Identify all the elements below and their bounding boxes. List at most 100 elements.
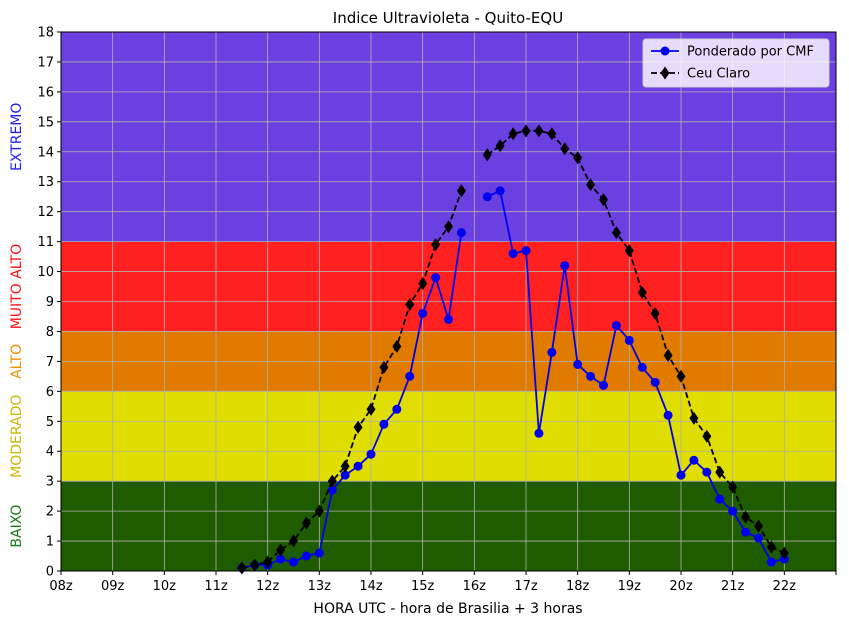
data-point — [676, 470, 686, 480]
data-point — [444, 220, 453, 234]
data-point — [573, 359, 583, 369]
data-point — [263, 555, 273, 569]
data-point — [366, 449, 376, 459]
series-ponderado-por-cmf — [237, 186, 789, 573]
band-label: EXTREMO — [9, 103, 25, 171]
y-tick-label: 11 — [37, 235, 54, 250]
data-point — [521, 246, 531, 256]
data-point — [560, 142, 570, 156]
data-point — [431, 238, 441, 252]
data-point — [495, 139, 505, 153]
legend: Ponderado por CMF Ceu Claro — [642, 38, 830, 88]
y-tick-label: 12 — [37, 205, 54, 220]
data-point — [660, 66, 670, 80]
data-point — [418, 308, 428, 318]
legend-box — [642, 38, 830, 88]
y-tick-label: 6 — [46, 385, 54, 400]
data-point — [660, 46, 670, 56]
chart-title: Indice Ultravioleta - Quito-EQU — [333, 9, 563, 27]
y-tick-label: 13 — [37, 175, 54, 190]
data-point — [250, 558, 260, 572]
x-tick-label: 16z — [463, 579, 487, 594]
band-label: MUITO ALTO — [9, 244, 25, 330]
y-tick-label: 16 — [37, 85, 54, 100]
x-tick-label: 13z — [308, 579, 332, 594]
x-tick-label: 11z — [204, 579, 228, 594]
x-tick-label: 20z — [669, 579, 693, 594]
data-point — [534, 428, 544, 438]
data-point — [418, 277, 428, 291]
data-point — [508, 127, 518, 141]
data-point — [741, 527, 751, 537]
data-point — [637, 286, 647, 300]
data-point — [366, 402, 376, 416]
y-tick-label: 1 — [46, 535, 54, 550]
x-tick-label: 15z — [411, 579, 435, 594]
y-tick-label: 10 — [37, 265, 54, 280]
band-label: BAIXO — [9, 505, 25, 548]
y-tick-label: 8 — [46, 325, 54, 340]
data-point — [327, 485, 337, 495]
data-point — [301, 551, 311, 561]
data-point — [624, 335, 634, 345]
y-tick-label: 5 — [46, 415, 54, 430]
legend-item: Ceu Claro — [651, 66, 750, 82]
data-point — [650, 377, 660, 387]
x-tick-label: 10z — [153, 579, 177, 594]
y-tick-label: 7 — [46, 355, 54, 370]
legend-item: Ponderado por CMF — [651, 45, 814, 60]
y-tick-label: 4 — [46, 445, 54, 460]
data-point — [379, 419, 389, 429]
data-point — [301, 516, 311, 530]
x-tick-label: 14z — [359, 579, 383, 594]
data-point — [586, 178, 596, 192]
data-point — [779, 546, 789, 560]
data-point — [508, 249, 518, 259]
data-point — [573, 151, 583, 165]
data-point — [547, 347, 557, 357]
data-point — [689, 411, 699, 425]
x-tick-label: 18z — [566, 579, 590, 594]
x-tick-label: 19z — [618, 579, 642, 594]
data-point — [599, 193, 608, 207]
x-tick-label: 22z — [773, 579, 797, 594]
data-point — [353, 461, 363, 471]
data-point — [702, 429, 712, 443]
data-point — [456, 228, 466, 238]
series — [237, 124, 789, 575]
x-tick-label: 09z — [101, 579, 125, 594]
x-axis-label: HORA UTC - hora de Brasilia + 3 horas — [313, 601, 582, 617]
data-point — [754, 519, 763, 533]
y-tick-label: 15 — [37, 115, 54, 130]
data-point — [611, 226, 621, 240]
x-tick-label: 21z — [721, 579, 745, 594]
y-tick-label: 3 — [46, 475, 54, 490]
data-point — [521, 124, 531, 138]
data-point — [650, 306, 660, 320]
data-point — [276, 554, 286, 564]
data-point — [405, 297, 415, 311]
band-labels: BAIXO MODERADO ALTO MUITO ALTO EXTREMO — [9, 103, 25, 548]
data-point — [599, 380, 608, 390]
series-ceu-claro — [237, 124, 789, 575]
axes: 08z 09z 10z 11z 12z 13z 14z 15z 16z 17z 18z 19z 20z 2… — [37, 26, 837, 594]
data-point — [547, 127, 557, 141]
legend-label: Ponderado por CMF — [687, 45, 814, 60]
data-point — [340, 459, 350, 473]
data-point — [379, 360, 389, 374]
data-point — [676, 369, 686, 383]
data-point — [663, 348, 673, 362]
data-point — [289, 557, 298, 567]
data-point — [624, 244, 634, 258]
data-point — [482, 148, 492, 162]
data-point — [689, 455, 699, 465]
x-tick-label: 17z — [514, 579, 538, 594]
data-point — [314, 548, 324, 558]
data-point — [663, 410, 673, 420]
data-point — [560, 261, 570, 271]
data-point — [276, 543, 286, 557]
data-point — [392, 339, 402, 353]
data-point — [702, 467, 712, 477]
data-point — [456, 184, 466, 198]
